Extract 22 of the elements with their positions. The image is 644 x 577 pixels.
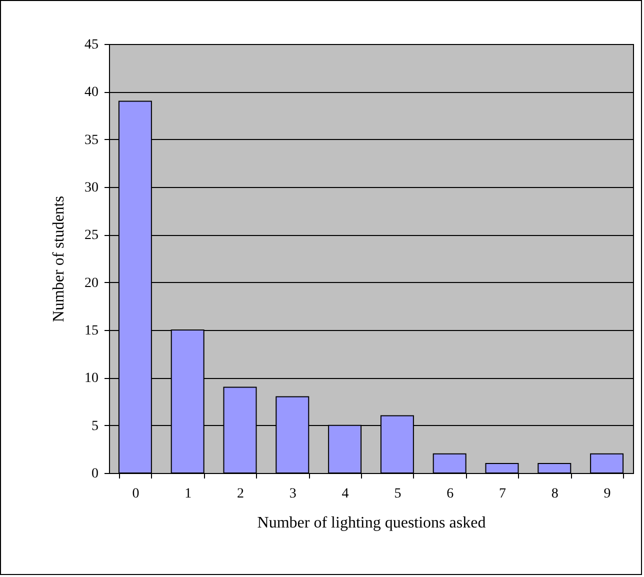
y-tick-label: 30 (84, 180, 98, 196)
y-tick-label: 5 (92, 418, 98, 434)
x-tick-label: 6 (446, 486, 454, 502)
y-axis-title: Number of students (50, 196, 68, 322)
x-axis-title: Number of lighting questions asked (257, 514, 486, 532)
y-tick-label: 45 (84, 38, 98, 52)
x-tick-label: 5 (394, 486, 402, 502)
x-tick-label: 8 (551, 486, 558, 502)
x-tick-label: 7 (499, 486, 506, 502)
y-tick-label: 10 (84, 371, 98, 386)
y-tick-label: 25 (84, 228, 98, 244)
y-tick-label: 35 (84, 132, 98, 148)
x-tick-label: 1 (184, 486, 192, 502)
y-tick-label: 0 (92, 466, 98, 482)
x-tick-label: 2 (237, 486, 244, 502)
y-tick-label: 40 (84, 85, 98, 100)
x-tick-label: 4 (342, 486, 349, 502)
y-tick-label: 15 (84, 324, 98, 338)
x-tick-label: 3 (289, 486, 296, 502)
x-tick-label: 9 (604, 486, 611, 502)
x-tick-label: 0 (132, 486, 140, 502)
y-tick-label: 20 (84, 276, 98, 291)
